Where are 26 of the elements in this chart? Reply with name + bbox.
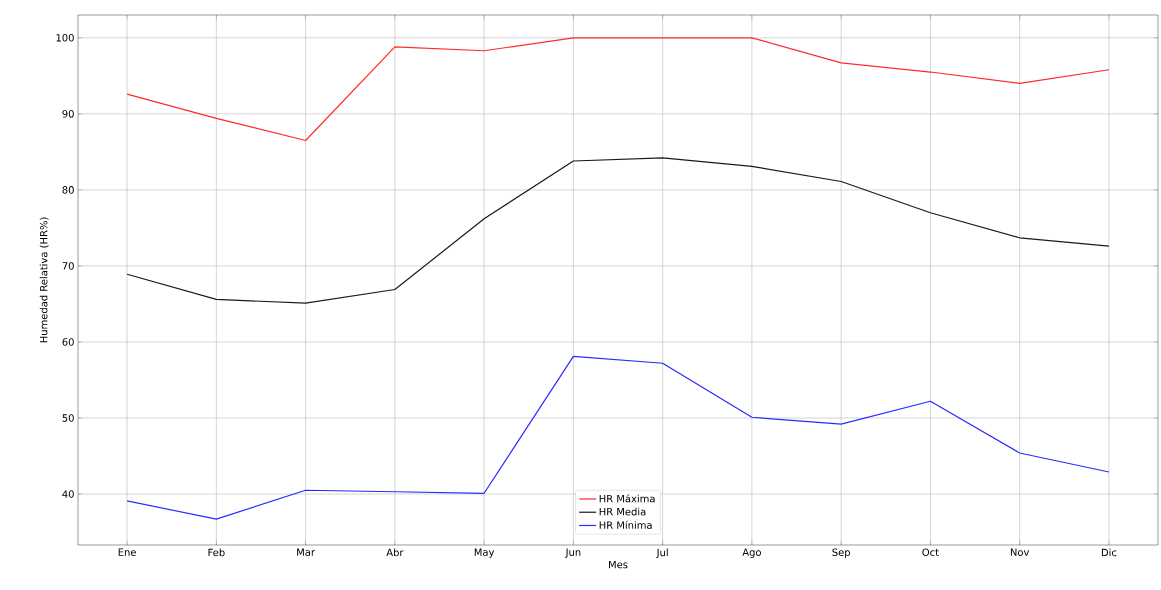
x-tick-label: Oct bbox=[922, 548, 939, 557]
y-tick-label: 50 bbox=[62, 414, 74, 422]
y-axis-title: Humedad Relativa (HR%) bbox=[39, 217, 49, 343]
x-tick-label: Abr bbox=[386, 548, 404, 557]
x-tick-label: Ago bbox=[742, 548, 761, 558]
y-tick-label: 100 bbox=[56, 34, 74, 42]
x-tick-label: Ene bbox=[118, 548, 136, 556]
y-tick-label: 60 bbox=[62, 338, 74, 346]
y-tick-label: 70 bbox=[62, 262, 74, 270]
x-tick-label: Jun bbox=[565, 548, 581, 558]
x-tick-label: Dic bbox=[1101, 548, 1117, 557]
legend-label: HR Máxima bbox=[599, 494, 655, 503]
legend-label: HR Mínima bbox=[599, 520, 652, 529]
x-tick-label: Feb bbox=[208, 548, 225, 557]
x-axis-title: Mes bbox=[609, 560, 628, 569]
line-series bbox=[126, 355, 1110, 520]
legend-label: HR Media bbox=[599, 507, 646, 516]
x-tick-label: Sep bbox=[832, 548, 850, 558]
x-tick-label: Jul bbox=[656, 548, 668, 559]
y-tick-label: 40 bbox=[62, 490, 74, 498]
y-tick-label: 80 bbox=[62, 186, 74, 194]
line-series bbox=[126, 157, 1110, 304]
x-tick-label: Nov bbox=[1010, 548, 1030, 556]
y-tick-label: 90 bbox=[62, 110, 74, 118]
x-tick-label: May bbox=[474, 548, 495, 558]
x-tick-label: Mar bbox=[297, 548, 316, 556]
